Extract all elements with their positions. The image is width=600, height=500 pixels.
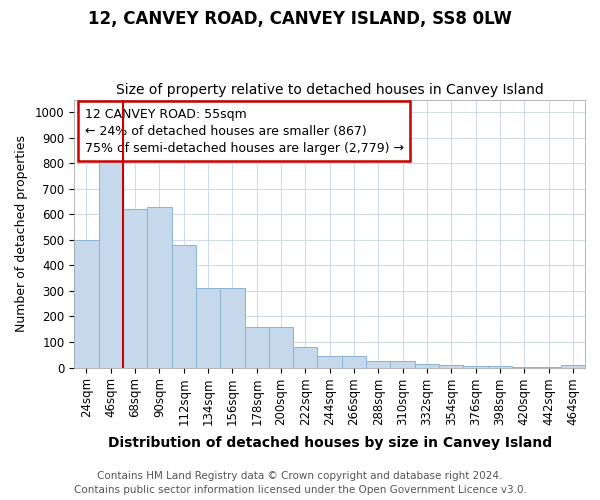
Bar	[269, 326, 293, 368]
Bar	[463, 366, 488, 368]
Bar	[123, 210, 147, 368]
Bar	[220, 288, 245, 368]
Bar	[293, 347, 317, 368]
Bar	[147, 206, 172, 368]
Bar	[439, 366, 463, 368]
Bar	[488, 366, 512, 368]
Bar	[172, 245, 196, 368]
Bar	[512, 367, 536, 368]
Bar	[98, 161, 123, 368]
Text: 12 CANVEY ROAD: 55sqm
← 24% of detached houses are smaller (867)
75% of semi-det: 12 CANVEY ROAD: 55sqm ← 24% of detached …	[85, 108, 404, 154]
X-axis label: Distribution of detached houses by size in Canvey Island: Distribution of detached houses by size …	[107, 436, 552, 450]
Bar	[342, 356, 366, 368]
Bar	[536, 367, 560, 368]
Bar	[560, 366, 585, 368]
Bar	[196, 288, 220, 368]
Bar	[366, 361, 391, 368]
Bar	[415, 364, 439, 368]
Text: 12, CANVEY ROAD, CANVEY ISLAND, SS8 0LW: 12, CANVEY ROAD, CANVEY ISLAND, SS8 0LW	[88, 10, 512, 28]
Bar	[74, 240, 98, 368]
Y-axis label: Number of detached properties: Number of detached properties	[15, 135, 28, 332]
Bar	[245, 326, 269, 368]
Bar	[317, 356, 342, 368]
Title: Size of property relative to detached houses in Canvey Island: Size of property relative to detached ho…	[116, 83, 544, 97]
Text: Contains HM Land Registry data © Crown copyright and database right 2024.
Contai: Contains HM Land Registry data © Crown c…	[74, 471, 526, 495]
Bar	[391, 361, 415, 368]
